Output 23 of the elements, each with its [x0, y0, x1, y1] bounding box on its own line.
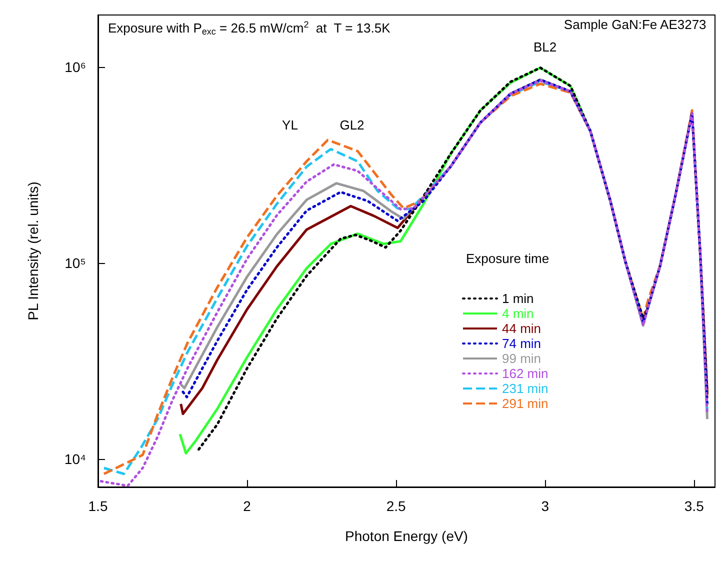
y-tick-label: 10⁴ [64, 451, 86, 468]
legend-label: 44 min [502, 321, 542, 336]
y-axis-title: PL Intensity (rel. units) [25, 182, 41, 320]
x-tick-label: 2 [243, 498, 252, 514]
annotation: YL [282, 118, 298, 132]
legend-label: 99 min [502, 351, 542, 366]
legend-label: 231 min [502, 381, 548, 396]
annotation: Sample GaN:Fe AE3273 [564, 17, 706, 32]
legend-label: 1 min [502, 291, 534, 306]
annotation: GL2 [340, 118, 364, 132]
y-tick-label: 10⁵ [64, 254, 86, 271]
legend-title: Exposure time [466, 251, 550, 266]
x-tick-label: 3 [541, 498, 550, 514]
x-tick-label: 1.5 [88, 498, 108, 514]
x-tick-label: 2.5 [386, 498, 406, 514]
legend-label: 162 min [502, 366, 548, 381]
legend-label: 4 min [502, 306, 534, 321]
legend-label: 74 min [502, 336, 542, 351]
legend-label: 291 min [502, 396, 548, 411]
x-axis-title: Photon Energy (eV) [345, 528, 468, 544]
annotation: BL2 [533, 40, 557, 54]
y-tick-label: 10⁶ [64, 58, 86, 75]
x-tick-label: 3.5 [684, 498, 704, 514]
